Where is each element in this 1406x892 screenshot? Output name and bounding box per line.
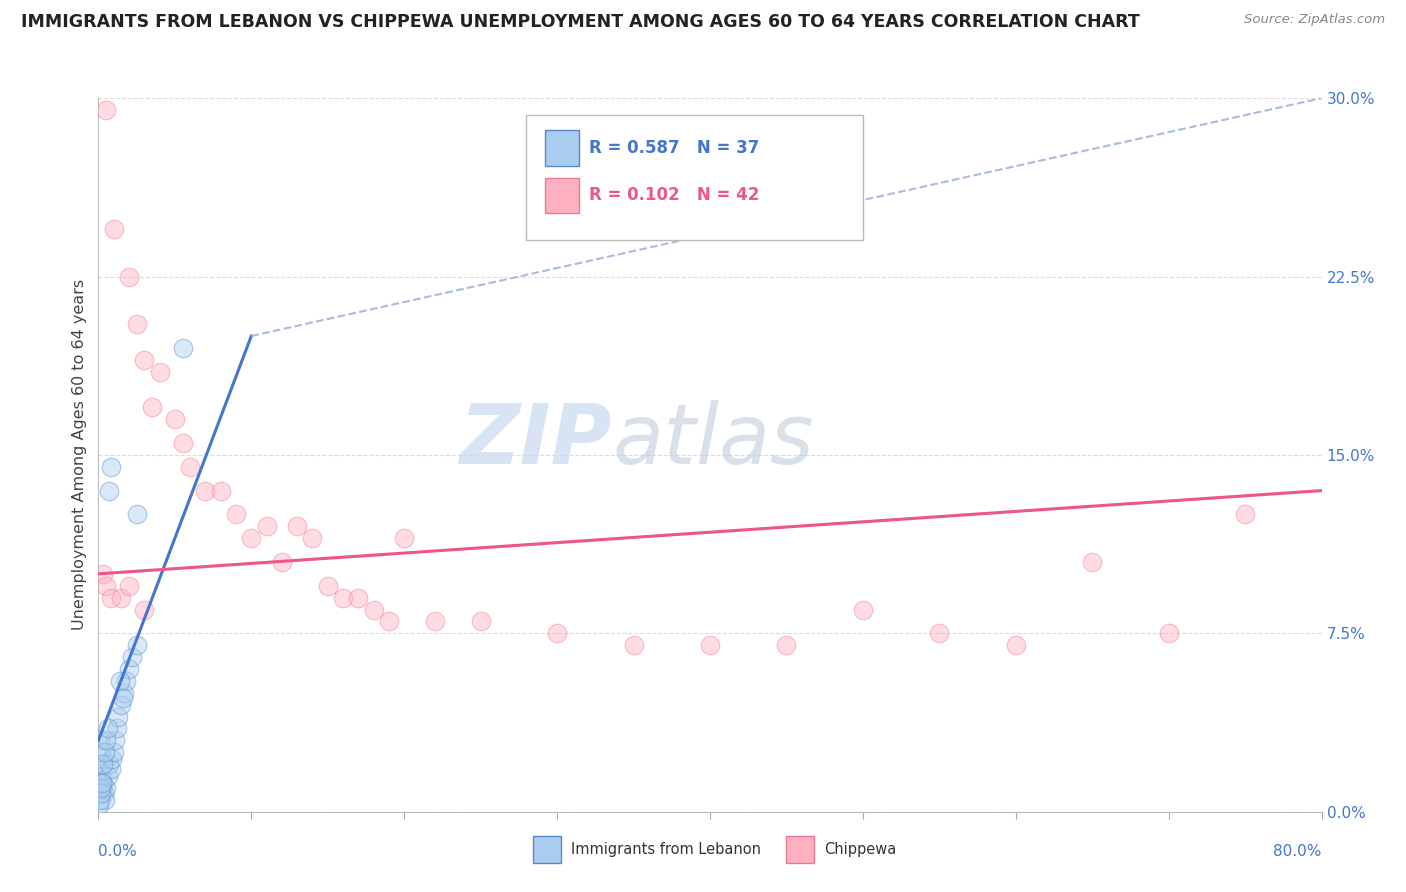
Point	[623, 638, 645, 652]
Point	[1234, 508, 1257, 522]
Text: Chippewa: Chippewa	[824, 842, 896, 856]
Point	[93, 793, 115, 807]
Point	[97, 769, 120, 783]
Text: R = 0.102   N = 42: R = 0.102 N = 42	[589, 186, 759, 204]
Point	[256, 519, 278, 533]
Point	[89, 797, 111, 812]
Point	[125, 317, 148, 331]
Text: Source: ZipAtlas.com: Source: ZipAtlas.com	[1244, 13, 1385, 27]
Point	[301, 531, 323, 545]
Point	[316, 579, 339, 593]
Point	[112, 686, 135, 700]
Point	[90, 780, 112, 795]
Point	[141, 401, 163, 415]
Y-axis label: Unemployment Among Ages 60 to 64 years: Unemployment Among Ages 60 to 64 years	[72, 279, 87, 631]
Point	[121, 650, 143, 665]
Point	[108, 673, 131, 688]
Point	[94, 103, 117, 117]
Point	[134, 602, 156, 616]
Point	[775, 638, 797, 652]
Point	[89, 793, 111, 807]
Text: 0.0%: 0.0%	[98, 844, 138, 859]
Text: R = 0.587   N = 37: R = 0.587 N = 37	[589, 139, 759, 157]
Point	[91, 776, 114, 790]
Point	[110, 698, 132, 712]
Point	[94, 579, 117, 593]
Point	[98, 483, 121, 498]
Point	[115, 673, 138, 688]
Point	[91, 566, 114, 581]
Point	[100, 459, 122, 474]
Point	[100, 762, 122, 776]
Point	[225, 508, 247, 522]
Point	[285, 519, 308, 533]
Point	[347, 591, 370, 605]
Point	[852, 602, 875, 616]
Point	[94, 780, 117, 795]
Point	[125, 638, 148, 652]
Point	[94, 733, 117, 747]
Point	[103, 222, 125, 236]
Point	[928, 626, 950, 640]
Point	[104, 733, 127, 747]
Point	[423, 615, 446, 629]
Point	[172, 436, 194, 450]
Point	[118, 662, 141, 676]
Point	[89, 733, 111, 747]
Point	[100, 591, 122, 605]
Point	[134, 352, 156, 367]
Text: 80.0%: 80.0%	[1274, 844, 1322, 859]
Point	[111, 690, 134, 705]
Point	[149, 365, 172, 379]
Point	[378, 615, 401, 629]
Point	[110, 591, 132, 605]
Text: Immigrants from Lebanon: Immigrants from Lebanon	[571, 842, 761, 856]
Point	[240, 531, 263, 545]
Point	[97, 722, 120, 736]
Point	[209, 483, 232, 498]
Point	[332, 591, 354, 605]
Point	[194, 483, 217, 498]
Point	[91, 757, 114, 772]
Point	[172, 341, 194, 355]
Point	[90, 757, 112, 772]
Point	[90, 745, 112, 759]
Point	[1081, 555, 1104, 569]
Point	[103, 745, 125, 759]
Point	[93, 786, 115, 800]
Point	[470, 615, 492, 629]
Point	[1004, 638, 1026, 652]
Point	[98, 757, 121, 772]
Text: ZIP: ZIP	[460, 401, 612, 481]
Point	[118, 579, 141, 593]
Point	[107, 709, 129, 723]
Point	[270, 555, 294, 569]
Point	[546, 626, 568, 640]
Text: IMMIGRANTS FROM LEBANON VS CHIPPEWA UNEMPLOYMENT AMONG AGES 60 TO 64 YEARS CORRE: IMMIGRANTS FROM LEBANON VS CHIPPEWA UNEM…	[21, 13, 1140, 31]
Text: atlas: atlas	[612, 401, 814, 481]
Point	[699, 638, 721, 652]
Point	[363, 602, 385, 616]
Point	[101, 752, 124, 766]
Point	[93, 745, 115, 759]
Point	[1157, 626, 1180, 640]
Point	[179, 459, 201, 474]
Point	[392, 531, 416, 545]
Point	[105, 722, 128, 736]
Point	[125, 508, 148, 522]
Point	[118, 269, 141, 284]
Point	[90, 786, 112, 800]
Point	[91, 776, 114, 790]
Point	[163, 412, 186, 426]
Point	[91, 769, 114, 783]
